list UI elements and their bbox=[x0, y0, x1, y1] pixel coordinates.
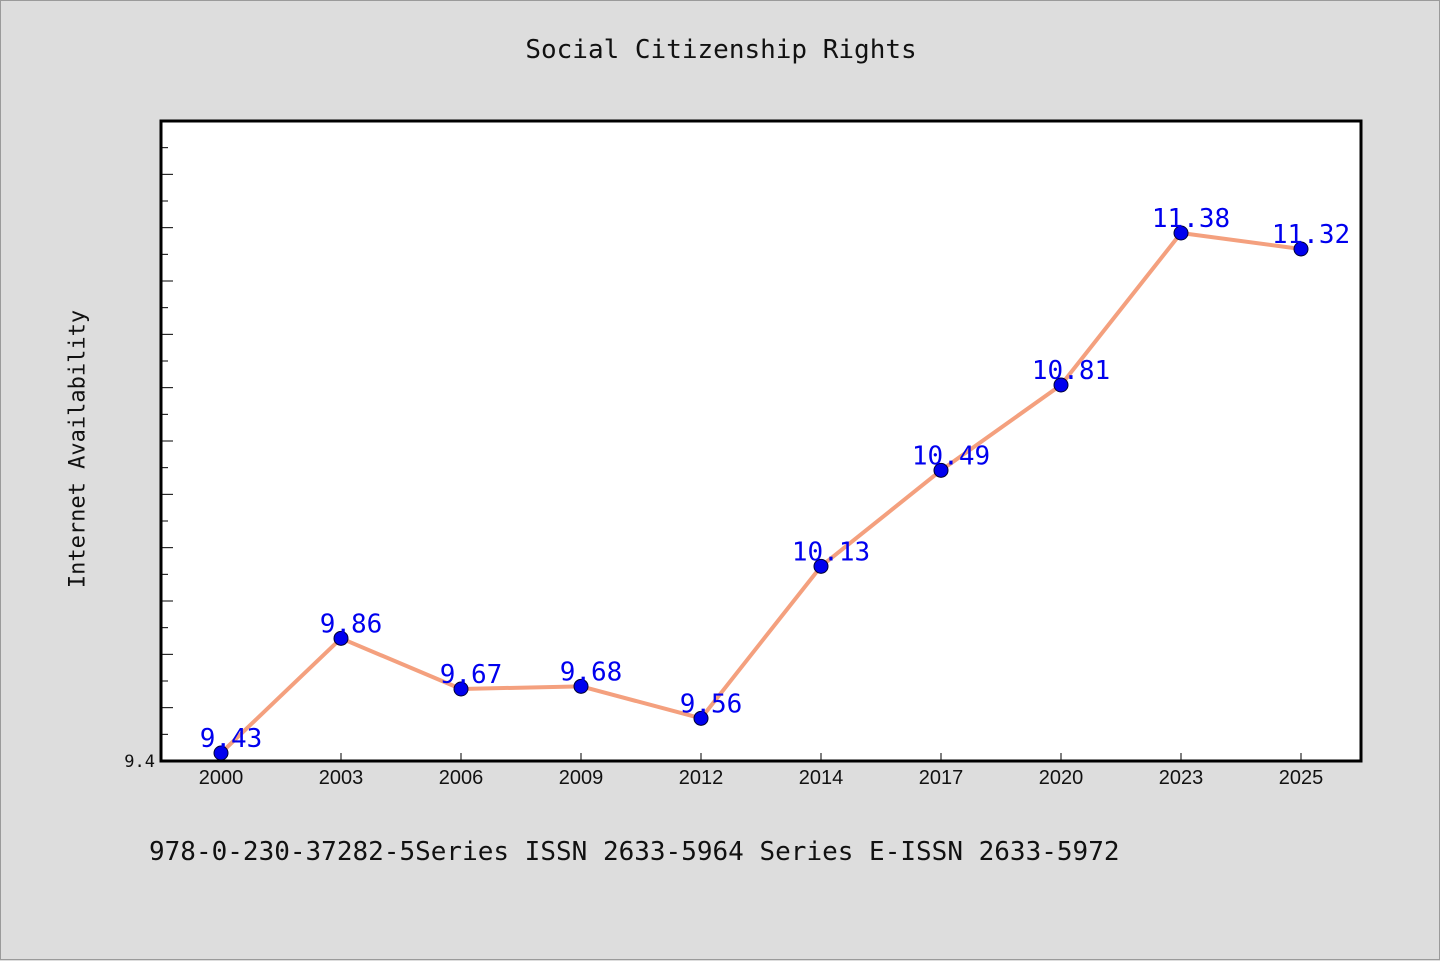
y-tick-label: 9.4 bbox=[124, 752, 155, 772]
data-label: 9.67 bbox=[440, 660, 503, 690]
x-tick-label: 2025 bbox=[1279, 767, 1324, 789]
plot-area bbox=[161, 121, 1361, 761]
x-tick-label: 2023 bbox=[1159, 767, 1204, 789]
plot-frame bbox=[159, 119, 1363, 763]
data-point bbox=[813, 558, 829, 574]
x-tick-label: 2003 bbox=[319, 767, 364, 789]
series-line bbox=[219, 231, 1303, 755]
chart-title: Social Citizenship Rights bbox=[525, 35, 917, 65]
x-tick-label: 2014 bbox=[799, 767, 844, 789]
x-tick-label: 2020 bbox=[1039, 767, 1084, 789]
x-tick-label: 2017 bbox=[919, 767, 964, 789]
data-point bbox=[693, 710, 709, 726]
footnote-isbn-issn: 978-0-230-37282-5Series ISSN 2633-5964 S… bbox=[149, 837, 1120, 867]
x-tick-label: 2000 bbox=[199, 767, 244, 789]
data-label: 9.43 bbox=[200, 724, 263, 754]
data-label: 9.86 bbox=[320, 609, 383, 639]
data-point bbox=[933, 462, 949, 478]
data-point bbox=[1173, 225, 1189, 241]
x-tick-label: 2009 bbox=[559, 767, 604, 789]
data-label: 9.56 bbox=[680, 689, 743, 719]
data-point bbox=[1053, 377, 1069, 393]
data-point bbox=[1293, 241, 1309, 257]
data-label: 11.32 bbox=[1272, 220, 1350, 250]
data-label: 10.13 bbox=[792, 537, 870, 567]
x-tick-label: 2012 bbox=[679, 767, 724, 789]
data-point bbox=[333, 630, 349, 646]
x-tick-label: 2006 bbox=[439, 767, 484, 789]
data-label: 11.38 bbox=[1152, 204, 1230, 234]
data-label: 10.49 bbox=[912, 441, 990, 471]
data-label: 10.81 bbox=[1032, 356, 1110, 386]
data-label: 9.68 bbox=[560, 657, 623, 687]
data-point bbox=[573, 678, 589, 694]
data-point bbox=[453, 681, 469, 697]
